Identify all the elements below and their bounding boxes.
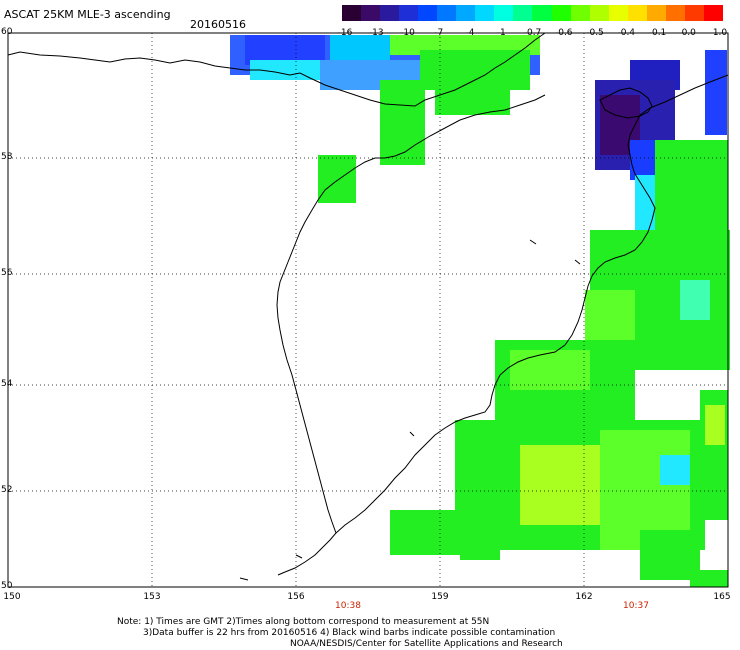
wind-cell — [705, 405, 725, 445]
legend-swatch — [646, 5, 666, 21]
wind-data-swath — [230, 35, 730, 587]
wind-cell — [380, 80, 425, 165]
legend-swatch — [494, 5, 514, 21]
lat-label: 52 — [1, 485, 13, 495]
time-label: 10:37 — [623, 601, 649, 611]
lon-label: 153 — [143, 592, 161, 602]
footer-note-1: Note: 1) Times are GMT 2)Times along bot… — [117, 617, 490, 627]
legend-swatch — [437, 5, 457, 21]
legend-swatch — [418, 5, 438, 21]
legend-swatch — [399, 5, 419, 21]
legend-swatch — [665, 5, 685, 21]
legend-swatch — [380, 5, 400, 21]
lat-label: 60 — [1, 27, 13, 37]
lat-label: 56 — [1, 268, 13, 278]
lat-label: 58 — [1, 152, 13, 162]
legend-swatch — [684, 5, 704, 21]
lat-lon-grid — [8, 33, 728, 587]
legend-swatch — [703, 5, 723, 21]
wind-cell — [420, 50, 530, 90]
wind-cell — [660, 455, 690, 485]
coastline — [7, 32, 729, 581]
lon-label: 150 — [3, 592, 21, 602]
wind-cell — [318, 155, 356, 203]
lon-label: 162 — [575, 592, 593, 602]
legend-swatch — [513, 5, 533, 21]
wind-cell — [705, 50, 727, 135]
map-title: ASCAT 25KM MLE-3 ascending — [4, 8, 171, 21]
lon-label: 159 — [431, 592, 449, 602]
legend-swatch — [456, 5, 476, 21]
wind-cell — [690, 570, 728, 587]
lon-label: 156 — [287, 592, 305, 602]
lon-label: 165 — [713, 592, 731, 602]
wind-cell — [680, 280, 710, 320]
footer-note-2: 3)Data buffer is 22 hrs from 20160516 4)… — [143, 628, 556, 638]
legend-swatch — [608, 5, 628, 21]
legend-swatch — [589, 5, 609, 21]
legend-swatch — [342, 5, 362, 21]
legend-swatch — [627, 5, 647, 21]
legend-swatch — [475, 5, 495, 21]
wind-cell — [460, 480, 500, 560]
time-label: 10:38 — [335, 601, 361, 611]
legend-swatch — [551, 5, 571, 21]
color-legend — [342, 5, 723, 21]
footer-note-3: NOAA/NESDIS/Center for Satellite Applica… — [290, 639, 563, 649]
legend-swatch — [570, 5, 590, 21]
legend-swatch — [532, 5, 552, 21]
wind-cell — [250, 60, 320, 80]
lat-label: 50 — [1, 581, 13, 591]
map-frame — [7, 32, 729, 588]
wind-cell — [510, 350, 590, 390]
map-date: 20160516 — [190, 18, 246, 31]
lat-label: 54 — [1, 379, 13, 389]
legend-swatch — [361, 5, 381, 21]
